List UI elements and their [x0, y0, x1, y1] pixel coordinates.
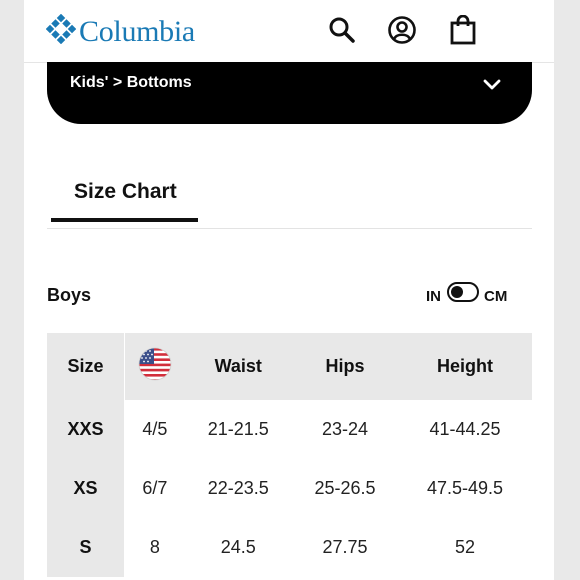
active-tab-indicator [51, 218, 198, 222]
hips-cell: 25-26.5 [314, 478, 376, 498]
unit-label-in: IN [426, 288, 441, 305]
column-header-hips: Hips [291, 333, 399, 400]
columbia-logo[interactable]: Columbia [45, 13, 195, 49]
bag-icon[interactable] [447, 14, 479, 46]
table-row: S 8 24.5 27.75 52 [47, 518, 532, 577]
search-icon[interactable] [326, 14, 358, 46]
unit-toggle[interactable] [447, 281, 479, 302]
category-dropdown[interactable]: Kids' > Bottoms [47, 62, 532, 124]
account-icon[interactable] [386, 14, 418, 46]
page: Columbia Kids' > Bottoms [24, 0, 554, 580]
height-cell: 41-44.25 [429, 419, 501, 439]
us-flag-icon [138, 347, 172, 386]
size-cell: XXS [47, 400, 125, 459]
column-header-size: Size [47, 333, 125, 400]
column-header-waist: Waist [184, 333, 292, 400]
table-row: XXS 4/5 21-21.5 23-24 41-44.25 [47, 400, 532, 459]
height-cell: 47.5-49.5 [426, 478, 503, 498]
height-cell: 52 [454, 537, 475, 557]
us-size-cell: 8 [149, 537, 160, 557]
hips-cell: 27.75 [322, 537, 368, 557]
category-dropdown-label: Kids' > Bottoms [70, 74, 192, 91]
brand-name: Columbia [79, 14, 195, 48]
unit-label-cm: CM [484, 288, 508, 305]
size-cell: XS [47, 459, 125, 518]
site-header: Columbia [24, 0, 554, 63]
tab-divider [47, 228, 532, 229]
columbia-diamond-icon [45, 13, 77, 49]
column-header-height: Height [398, 333, 532, 400]
tab-size-chart[interactable]: Size Chart [74, 180, 177, 203]
size-cell: S [47, 518, 125, 577]
chevron-down-icon [482, 74, 502, 99]
us-size-cell: 4/5 [142, 419, 168, 439]
size-group-title: Boys [47, 285, 92, 305]
waist-cell: 24.5 [220, 537, 256, 557]
unit-switch: IN CM [426, 278, 507, 305]
table-row: XS 6/7 22-23.5 25-26.5 47.5-49.5 [47, 459, 532, 518]
table-header-row: Size [47, 333, 532, 400]
toggle-knob [451, 285, 463, 298]
size-chart-table: Size [47, 333, 532, 577]
us-size-cell: 6/7 [142, 478, 168, 498]
column-header-us [124, 333, 185, 400]
hips-cell: 23-24 [322, 419, 369, 439]
waist-cell: 21-21.5 [207, 419, 269, 439]
waist-cell: 22-23.5 [207, 478, 269, 498]
